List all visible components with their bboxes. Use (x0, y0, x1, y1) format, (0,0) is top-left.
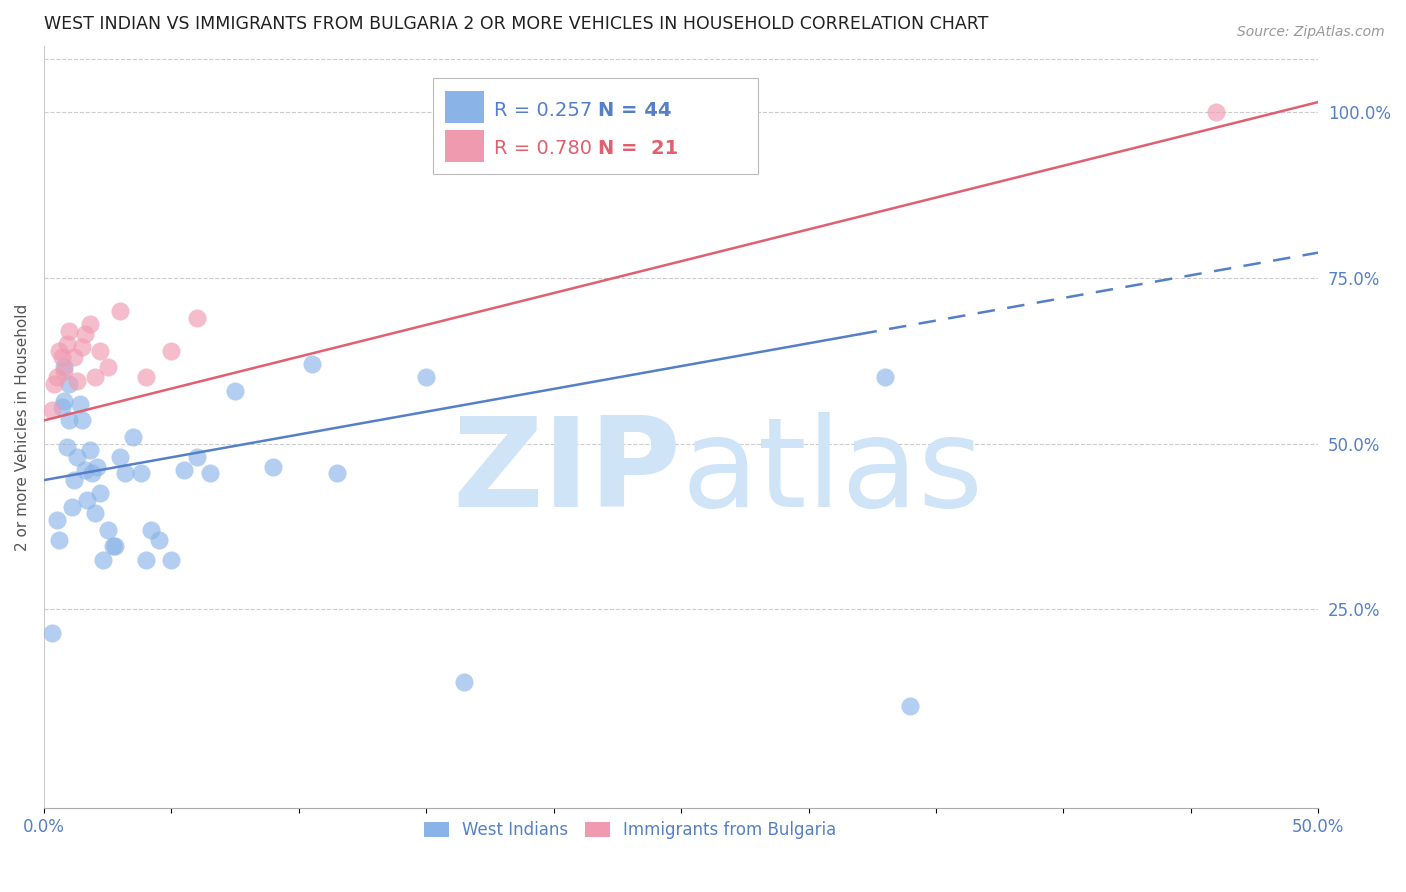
Point (198, 467, 221, 481)
Point (104, 540, 127, 554)
Point (73, 463, 96, 477)
Text: R = 0.257: R = 0.257 (494, 101, 592, 120)
Point (110, 450, 132, 464)
Point (53, 364, 76, 378)
Text: N =  21: N = 21 (598, 139, 679, 158)
Text: Source: ZipAtlas.com: Source: ZipAtlas.com (1237, 25, 1385, 39)
Point (79, 318, 101, 332)
Point (160, 552, 183, 566)
Point (101, 540, 124, 554)
Text: N = 44: N = 44 (598, 101, 672, 120)
Point (79, 443, 101, 458)
Point (83, 506, 105, 520)
Point (51, 400, 73, 414)
Y-axis label: 2 or more Vehicles in Household: 2 or more Vehicles in Household (15, 303, 30, 550)
Point (186, 310, 208, 325)
Point (70, 413, 93, 427)
Point (1205, 105, 1227, 120)
Point (56, 440, 79, 454)
Bar (446, 92, 484, 123)
Point (66, 450, 89, 464)
Point (262, 459, 284, 474)
Point (129, 467, 152, 481)
Point (60, 500, 83, 514)
Point (97, 523, 120, 537)
Point (415, 370, 437, 384)
Legend: West Indians, Immigrants from Bulgaria: West Indians, Immigrants from Bulgaria (418, 814, 844, 846)
Point (70, 341, 93, 355)
Point (41, 403, 63, 417)
Bar (446, 130, 484, 162)
Point (58, 413, 80, 427)
Point (42, 376, 65, 391)
Point (139, 523, 162, 537)
Point (122, 430, 145, 444)
Point (114, 467, 136, 481)
Point (48, 533, 70, 547)
Point (326, 467, 349, 481)
Point (135, 370, 157, 384)
Point (58, 324, 80, 338)
Point (58, 376, 80, 391)
Point (53, 360, 76, 375)
Point (45, 370, 67, 384)
Point (82, 467, 104, 481)
Point (53, 393, 76, 408)
Point (148, 533, 170, 547)
Text: atlas: atlas (681, 412, 983, 533)
Text: ZIP: ZIP (453, 412, 681, 533)
Point (51, 351, 73, 365)
Point (301, 357, 323, 371)
Point (63, 473, 86, 487)
Text: R = 0.780: R = 0.780 (494, 139, 592, 158)
Point (135, 552, 157, 566)
Point (110, 304, 132, 318)
Point (186, 450, 208, 464)
Point (97, 360, 120, 375)
Point (66, 374, 89, 388)
Point (89, 343, 111, 358)
Point (41, 625, 63, 640)
Text: WEST INDIAN VS IMMIGRANTS FROM BULGARIA 2 OR MORE VEHICLES IN HOUSEHOLD CORRELAT: WEST INDIAN VS IMMIGRANTS FROM BULGARIA … (44, 15, 988, 33)
Point (453, 675, 475, 690)
FancyBboxPatch shape (433, 78, 758, 174)
Point (63, 351, 86, 365)
Point (91, 552, 114, 566)
Point (900, 698, 922, 713)
Point (224, 384, 246, 398)
Point (86, 459, 108, 474)
Point (83, 370, 105, 384)
Point (56, 337, 79, 351)
Point (73, 327, 96, 342)
Point (69, 397, 91, 411)
Point (173, 463, 195, 477)
Point (48, 343, 70, 358)
Point (160, 343, 183, 358)
Point (76, 493, 98, 508)
Point (89, 486, 111, 500)
Point (873, 370, 896, 384)
Point (45, 513, 67, 527)
